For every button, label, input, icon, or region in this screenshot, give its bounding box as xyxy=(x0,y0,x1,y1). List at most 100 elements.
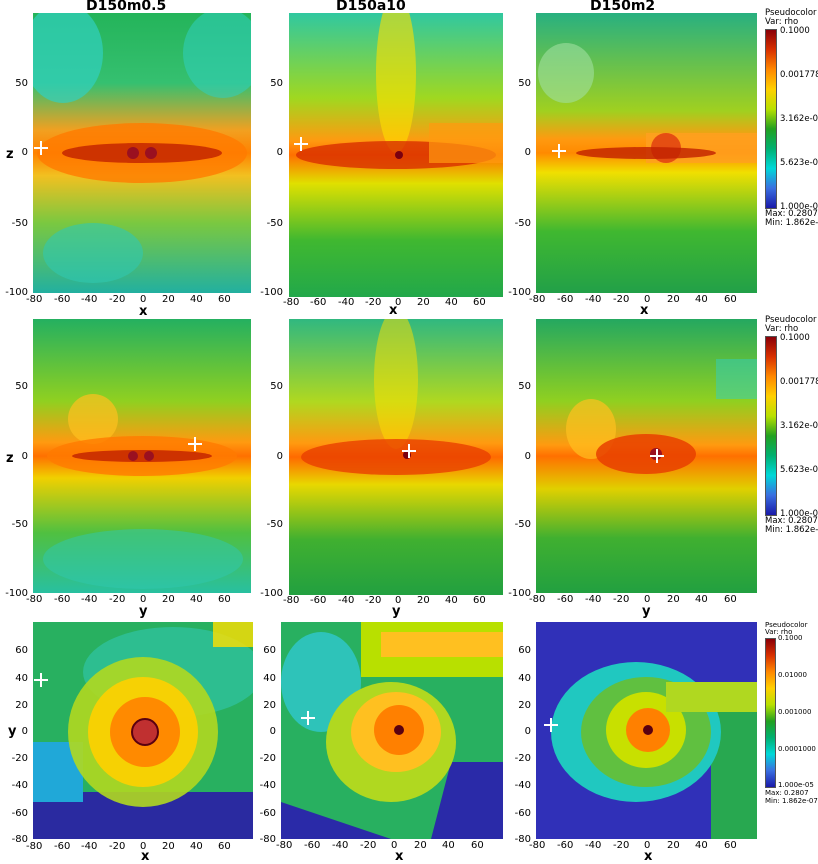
xtick: 0 xyxy=(395,297,402,308)
colorbar-tick: 0.001000 xyxy=(778,708,812,716)
xtick: -40 xyxy=(332,840,349,851)
density-map-xz-d150a10 xyxy=(289,13,503,297)
xtick: -80 xyxy=(26,294,43,305)
xtick: -60 xyxy=(54,841,71,852)
marker-cross-icon xyxy=(301,711,315,725)
xtick: 0 xyxy=(644,294,651,305)
xtick: 60 xyxy=(724,840,737,851)
xtick: 20 xyxy=(667,594,680,605)
row3-xlabel: x xyxy=(644,849,653,864)
density-map-xz-d150m2 xyxy=(536,13,757,293)
row1-xlabel: x xyxy=(139,304,148,319)
colorbar-max: Max: 0.2807 xyxy=(765,516,818,526)
row3-ytick: -80 xyxy=(514,834,531,845)
row2-ytick: -50 xyxy=(11,519,28,530)
xtick: -40 xyxy=(81,294,98,305)
xtick: 20 xyxy=(417,595,430,606)
row3-ytick: 60 xyxy=(518,645,531,656)
row2-ytick: 0 xyxy=(21,451,28,462)
xtick: 0 xyxy=(644,594,651,605)
row2-ytick: -100 xyxy=(5,588,28,599)
row3-xlabel: x xyxy=(395,849,404,864)
density-map-xy-d150a10 xyxy=(281,622,503,839)
row1-ytick: -100 xyxy=(260,287,283,298)
xtick: -40 xyxy=(81,841,98,852)
density-map-xy-d150m05 xyxy=(33,622,253,839)
xtick: 20 xyxy=(162,841,175,852)
xtick: 40 xyxy=(445,595,458,606)
colorbar-tick: 0.1000 xyxy=(780,333,810,343)
colorbar-tick: 3.162e-05 xyxy=(780,114,818,124)
colorbar-title: Pseudocolor xyxy=(765,8,817,18)
xtick: 0 xyxy=(140,594,147,605)
row3-ytick: -40 xyxy=(514,780,531,791)
row3-ytick: -20 xyxy=(259,753,276,764)
colorbar-gradient xyxy=(765,336,777,516)
colorbar-tick: 0.01000 xyxy=(778,671,807,679)
row3-ytick: 40 xyxy=(263,673,276,684)
column-title-2: D150a10 xyxy=(336,0,406,14)
row2-xlabel: y xyxy=(139,604,148,619)
colorbar-tick: 0.001778 xyxy=(780,377,818,387)
colorbar-tick: 0.001778 xyxy=(780,70,818,80)
row3-xlabel: x xyxy=(141,849,150,864)
xtick: -40 xyxy=(585,594,602,605)
xtick: -60 xyxy=(557,294,574,305)
colorbar-tick: 1.000e-08 xyxy=(780,509,818,519)
colorbar-legend-2: Pseudocolor Var: rho 0.1000 0.001778 3.1… xyxy=(765,316,818,531)
row3-ylabel: y xyxy=(8,724,17,739)
xtick: -60 xyxy=(304,840,321,851)
colorbar-var: Var: rho xyxy=(765,323,799,334)
xtick: 60 xyxy=(218,294,231,305)
row2-ytick: 50 xyxy=(15,381,28,392)
marker-cross-icon xyxy=(34,141,48,155)
colorbar-gradient xyxy=(765,638,776,788)
row3-ytick: -20 xyxy=(514,753,531,764)
row1-xlabel: x xyxy=(389,303,398,318)
density-map-xz-d150m05 xyxy=(33,13,251,293)
row2-xlabel: y xyxy=(392,604,401,619)
xtick: 40 xyxy=(190,294,203,305)
xtick: -40 xyxy=(338,595,355,606)
colorbar-max: Max: 0.2807 xyxy=(765,789,809,797)
row2-ytick: -50 xyxy=(266,519,283,530)
xtick: -20 xyxy=(109,294,126,305)
colorbar-var: Var: rho xyxy=(765,628,793,637)
xtick: -20 xyxy=(365,297,382,308)
xtick: -20 xyxy=(109,841,126,852)
xtick: -60 xyxy=(54,294,71,305)
xtick: 40 xyxy=(190,594,203,605)
row1-ytick: -50 xyxy=(514,218,531,229)
row1-ytick: 0 xyxy=(524,147,531,158)
row3-ytick: -60 xyxy=(259,808,276,819)
density-map-yz-d150a10 xyxy=(289,319,503,595)
xtick: 60 xyxy=(724,594,737,605)
xtick: 60 xyxy=(473,297,486,308)
row2-ytick: -100 xyxy=(260,588,283,599)
colorbar-min: Min: 1.862e-07 xyxy=(765,797,818,805)
xtick: -60 xyxy=(557,840,574,851)
row1-ytick: -50 xyxy=(266,218,283,229)
row2-ytick: -50 xyxy=(514,519,531,530)
row1-ytick: -100 xyxy=(5,287,28,298)
marker-cross-icon xyxy=(402,444,416,458)
row2-ylabel: z xyxy=(6,451,14,466)
xtick: 0 xyxy=(140,841,147,852)
row3-ytick: -80 xyxy=(259,834,276,845)
row1-xlabel: x xyxy=(640,303,649,318)
row1-ytick: -50 xyxy=(11,218,28,229)
colorbar-tick: 0.1000 xyxy=(778,634,803,642)
row2-ytick: 0 xyxy=(524,451,531,462)
row2-xlabel: y xyxy=(642,604,651,619)
row3-ytick: 60 xyxy=(263,645,276,656)
xtick: 20 xyxy=(667,294,680,305)
xtick: -80 xyxy=(283,297,300,308)
colorbar-gradient xyxy=(765,29,777,209)
xtick: -20 xyxy=(360,840,377,851)
xtick: 20 xyxy=(162,594,175,605)
xtick: -20 xyxy=(613,294,630,305)
xtick: 0 xyxy=(644,840,651,851)
row2-ytick: 50 xyxy=(518,381,531,392)
xtick: 60 xyxy=(471,840,484,851)
xtick: -20 xyxy=(613,594,630,605)
